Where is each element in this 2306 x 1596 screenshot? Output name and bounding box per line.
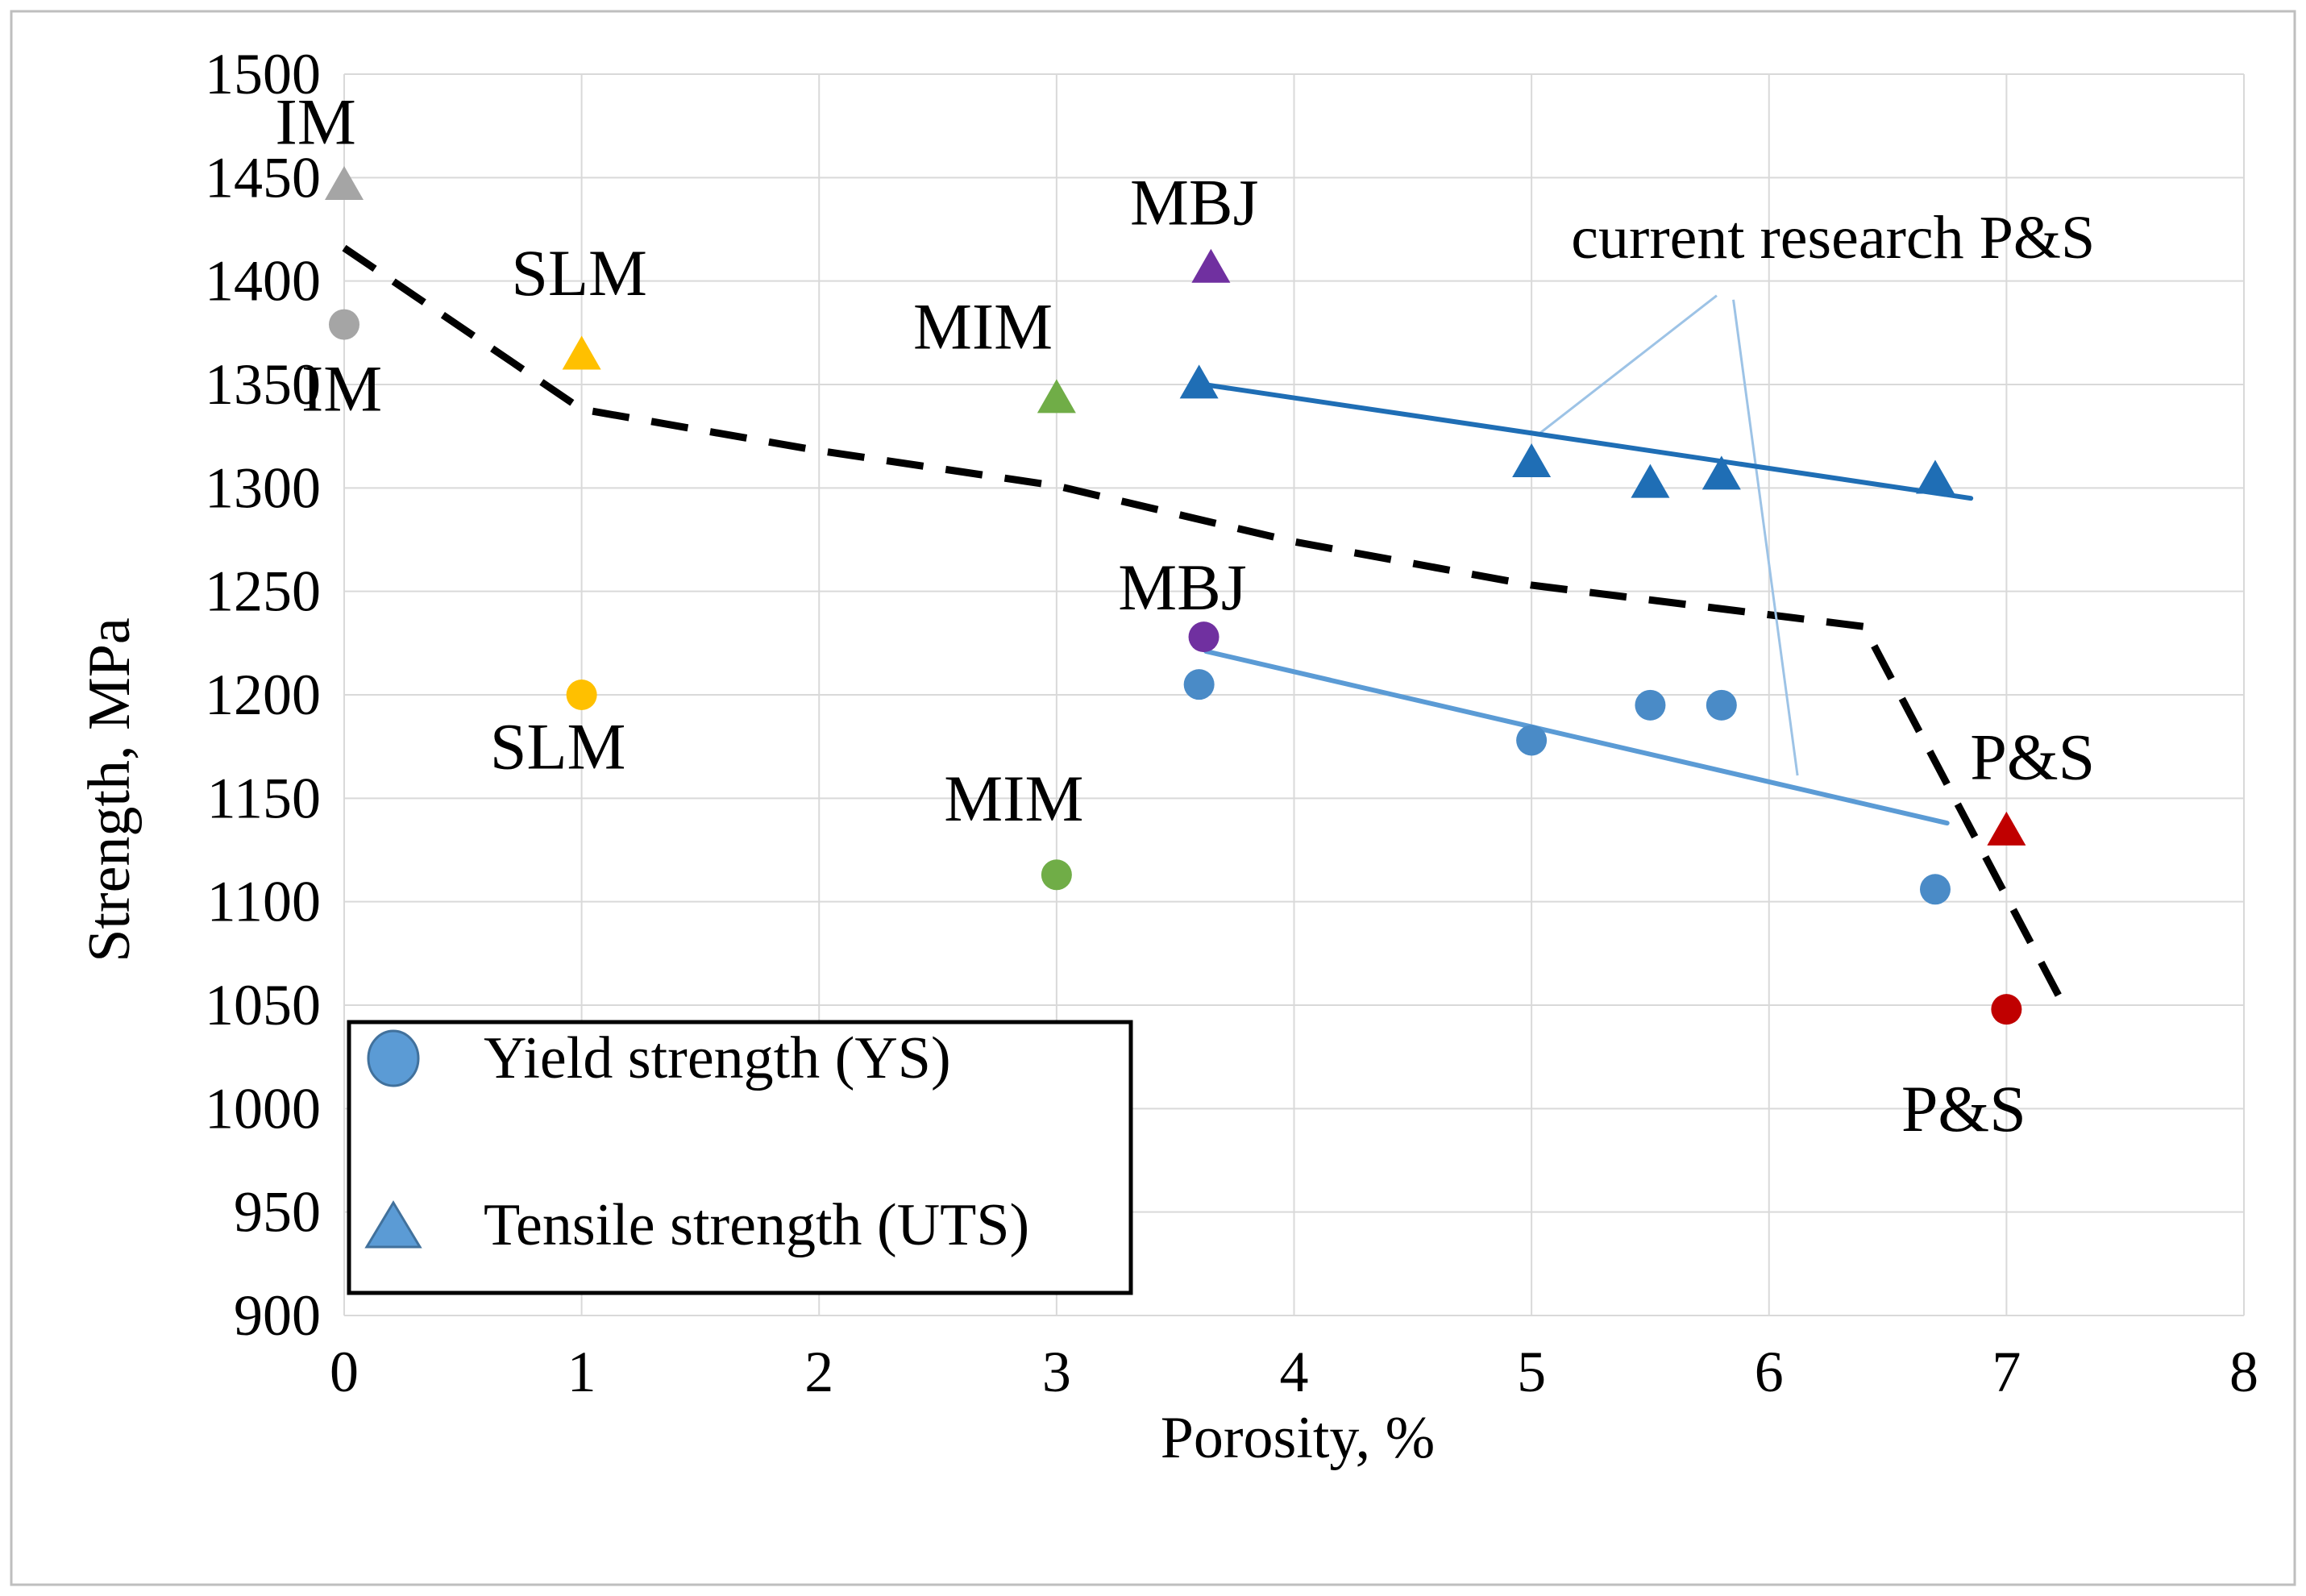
x-tick-label: 2 (804, 1340, 833, 1404)
ys-marker-current-research-p-s (1919, 874, 1951, 905)
uts-marker-current-research-p-s (1915, 459, 1955, 494)
x-tick-label: 0 (330, 1340, 359, 1404)
x-tick-label: 6 (1755, 1340, 1784, 1404)
annotation-p-s: P&S (1901, 1072, 2026, 1145)
y-tick-label: 1300 (205, 455, 321, 520)
uts-marker-mbj (1191, 248, 1231, 283)
legend-marker-uts-triangle (364, 1200, 422, 1249)
annotation-im: IM (276, 85, 356, 159)
ys-marker-current-research-p-s (1635, 689, 1666, 721)
y-tick-label: 1500 (205, 42, 321, 106)
ys-marker-p-s (1991, 994, 2022, 1025)
y-tick-label: 1100 (207, 870, 321, 934)
y-tick-label: 1400 (205, 249, 321, 314)
uts-marker-im (325, 166, 364, 201)
x-tick-label: 5 (1517, 1340, 1546, 1404)
x-axis-title: Porosity, % (1161, 1405, 1436, 1471)
annotation-im: IM (301, 352, 382, 426)
x-tick-label: 7 (1992, 1340, 2021, 1404)
y-tick-label: 950 (234, 1180, 321, 1245)
uts-marker-current-research-p-s (1179, 364, 1219, 399)
ys-marker-mim (1041, 859, 1072, 891)
uts-marker-slm (562, 335, 601, 370)
annotation-mbj: MBJ (1130, 166, 1259, 239)
figure-border (10, 10, 2296, 1586)
y-tick-label: 1050 (205, 973, 321, 1037)
trend-line-uts (1201, 382, 1974, 501)
annotation-p-s: P&S (1970, 721, 2095, 794)
uts-marker-current-research-p-s (1701, 455, 1741, 490)
annotation-slm: SLM (490, 710, 626, 783)
y-tick-label: 1200 (205, 663, 321, 727)
ys-marker-current-research-p-s (1706, 689, 1737, 721)
x-tick-label: 8 (2229, 1340, 2258, 1404)
callout-line (1538, 294, 1718, 435)
annotation-slm: SLM (511, 236, 647, 310)
uts-marker-p-s (1987, 811, 2026, 846)
y-tick-label: 1150 (207, 766, 321, 830)
annotation-mim: MIM (944, 762, 1083, 835)
ys-marker-current-research-p-s (1183, 669, 1215, 700)
x-tick-label: 4 (1280, 1340, 1309, 1404)
y-axis-title: Strength, MPa (77, 617, 143, 962)
y-tick-label: 1450 (205, 145, 321, 210)
annotation-mbj: MBJ (1118, 551, 1247, 624)
annotation-current-research-p-s: current research P&S (1571, 204, 2095, 272)
ys-marker-slm (566, 680, 597, 710)
legend-label: Tensile strength (UTS) (484, 1192, 1029, 1258)
uts-marker-mim (1037, 379, 1076, 414)
ys-marker-current-research-p-s (1516, 725, 1548, 756)
uts-marker-current-research-p-s (1631, 463, 1670, 498)
y-tick-label: 1350 (205, 352, 321, 417)
y-tick-label: 1000 (205, 1076, 321, 1141)
ys-marker-im (329, 309, 359, 340)
legend-marker-ys-circle (367, 1029, 420, 1087)
trend-line-ys (1203, 649, 1950, 826)
ys-marker-mbj (1188, 621, 1219, 653)
x-tick-label: 1 (567, 1340, 596, 1404)
dashed-envelope-line (342, 244, 2070, 1012)
y-tick-label: 1250 (205, 559, 321, 624)
callout-line (1732, 299, 1799, 776)
x-tick-label: 3 (1042, 1340, 1071, 1404)
legend-box (347, 1020, 1133, 1295)
annotation-mim: MIM (913, 290, 1053, 364)
y-tick-label: 900 (234, 1283, 321, 1348)
uts-marker-current-research-p-s (1512, 443, 1552, 477)
legend-label: Yield strength (YS) (484, 1025, 951, 1091)
